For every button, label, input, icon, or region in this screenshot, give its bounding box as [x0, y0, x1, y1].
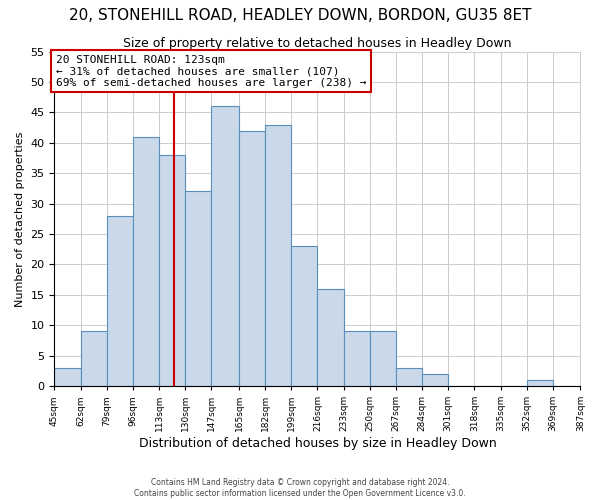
Bar: [527, 380, 553, 386]
Bar: [265, 124, 292, 386]
Bar: [292, 246, 317, 386]
Text: Contains HM Land Registry data © Crown copyright and database right 2024.
Contai: Contains HM Land Registry data © Crown c…: [134, 478, 466, 498]
Text: 20 STONEHILL ROAD: 123sqm
← 31% of detached houses are smaller (107)
69% of semi: 20 STONEHILL ROAD: 123sqm ← 31% of detac…: [56, 54, 367, 88]
Bar: [370, 332, 396, 386]
Bar: [159, 155, 185, 386]
X-axis label: Distribution of detached houses by size in Headley Down: Distribution of detached houses by size …: [139, 437, 496, 450]
Bar: [133, 137, 159, 386]
Bar: [239, 130, 265, 386]
Text: 20, STONEHILL ROAD, HEADLEY DOWN, BORDON, GU35 8ET: 20, STONEHILL ROAD, HEADLEY DOWN, BORDON…: [69, 8, 531, 22]
Bar: [55, 368, 80, 386]
Bar: [317, 289, 344, 386]
Bar: [80, 332, 107, 386]
Y-axis label: Number of detached properties: Number of detached properties: [15, 131, 25, 306]
Bar: [211, 106, 239, 386]
Bar: [396, 368, 422, 386]
Bar: [422, 374, 448, 386]
Bar: [185, 192, 211, 386]
Bar: [344, 332, 370, 386]
Title: Size of property relative to detached houses in Headley Down: Size of property relative to detached ho…: [123, 38, 512, 51]
Bar: [107, 216, 133, 386]
